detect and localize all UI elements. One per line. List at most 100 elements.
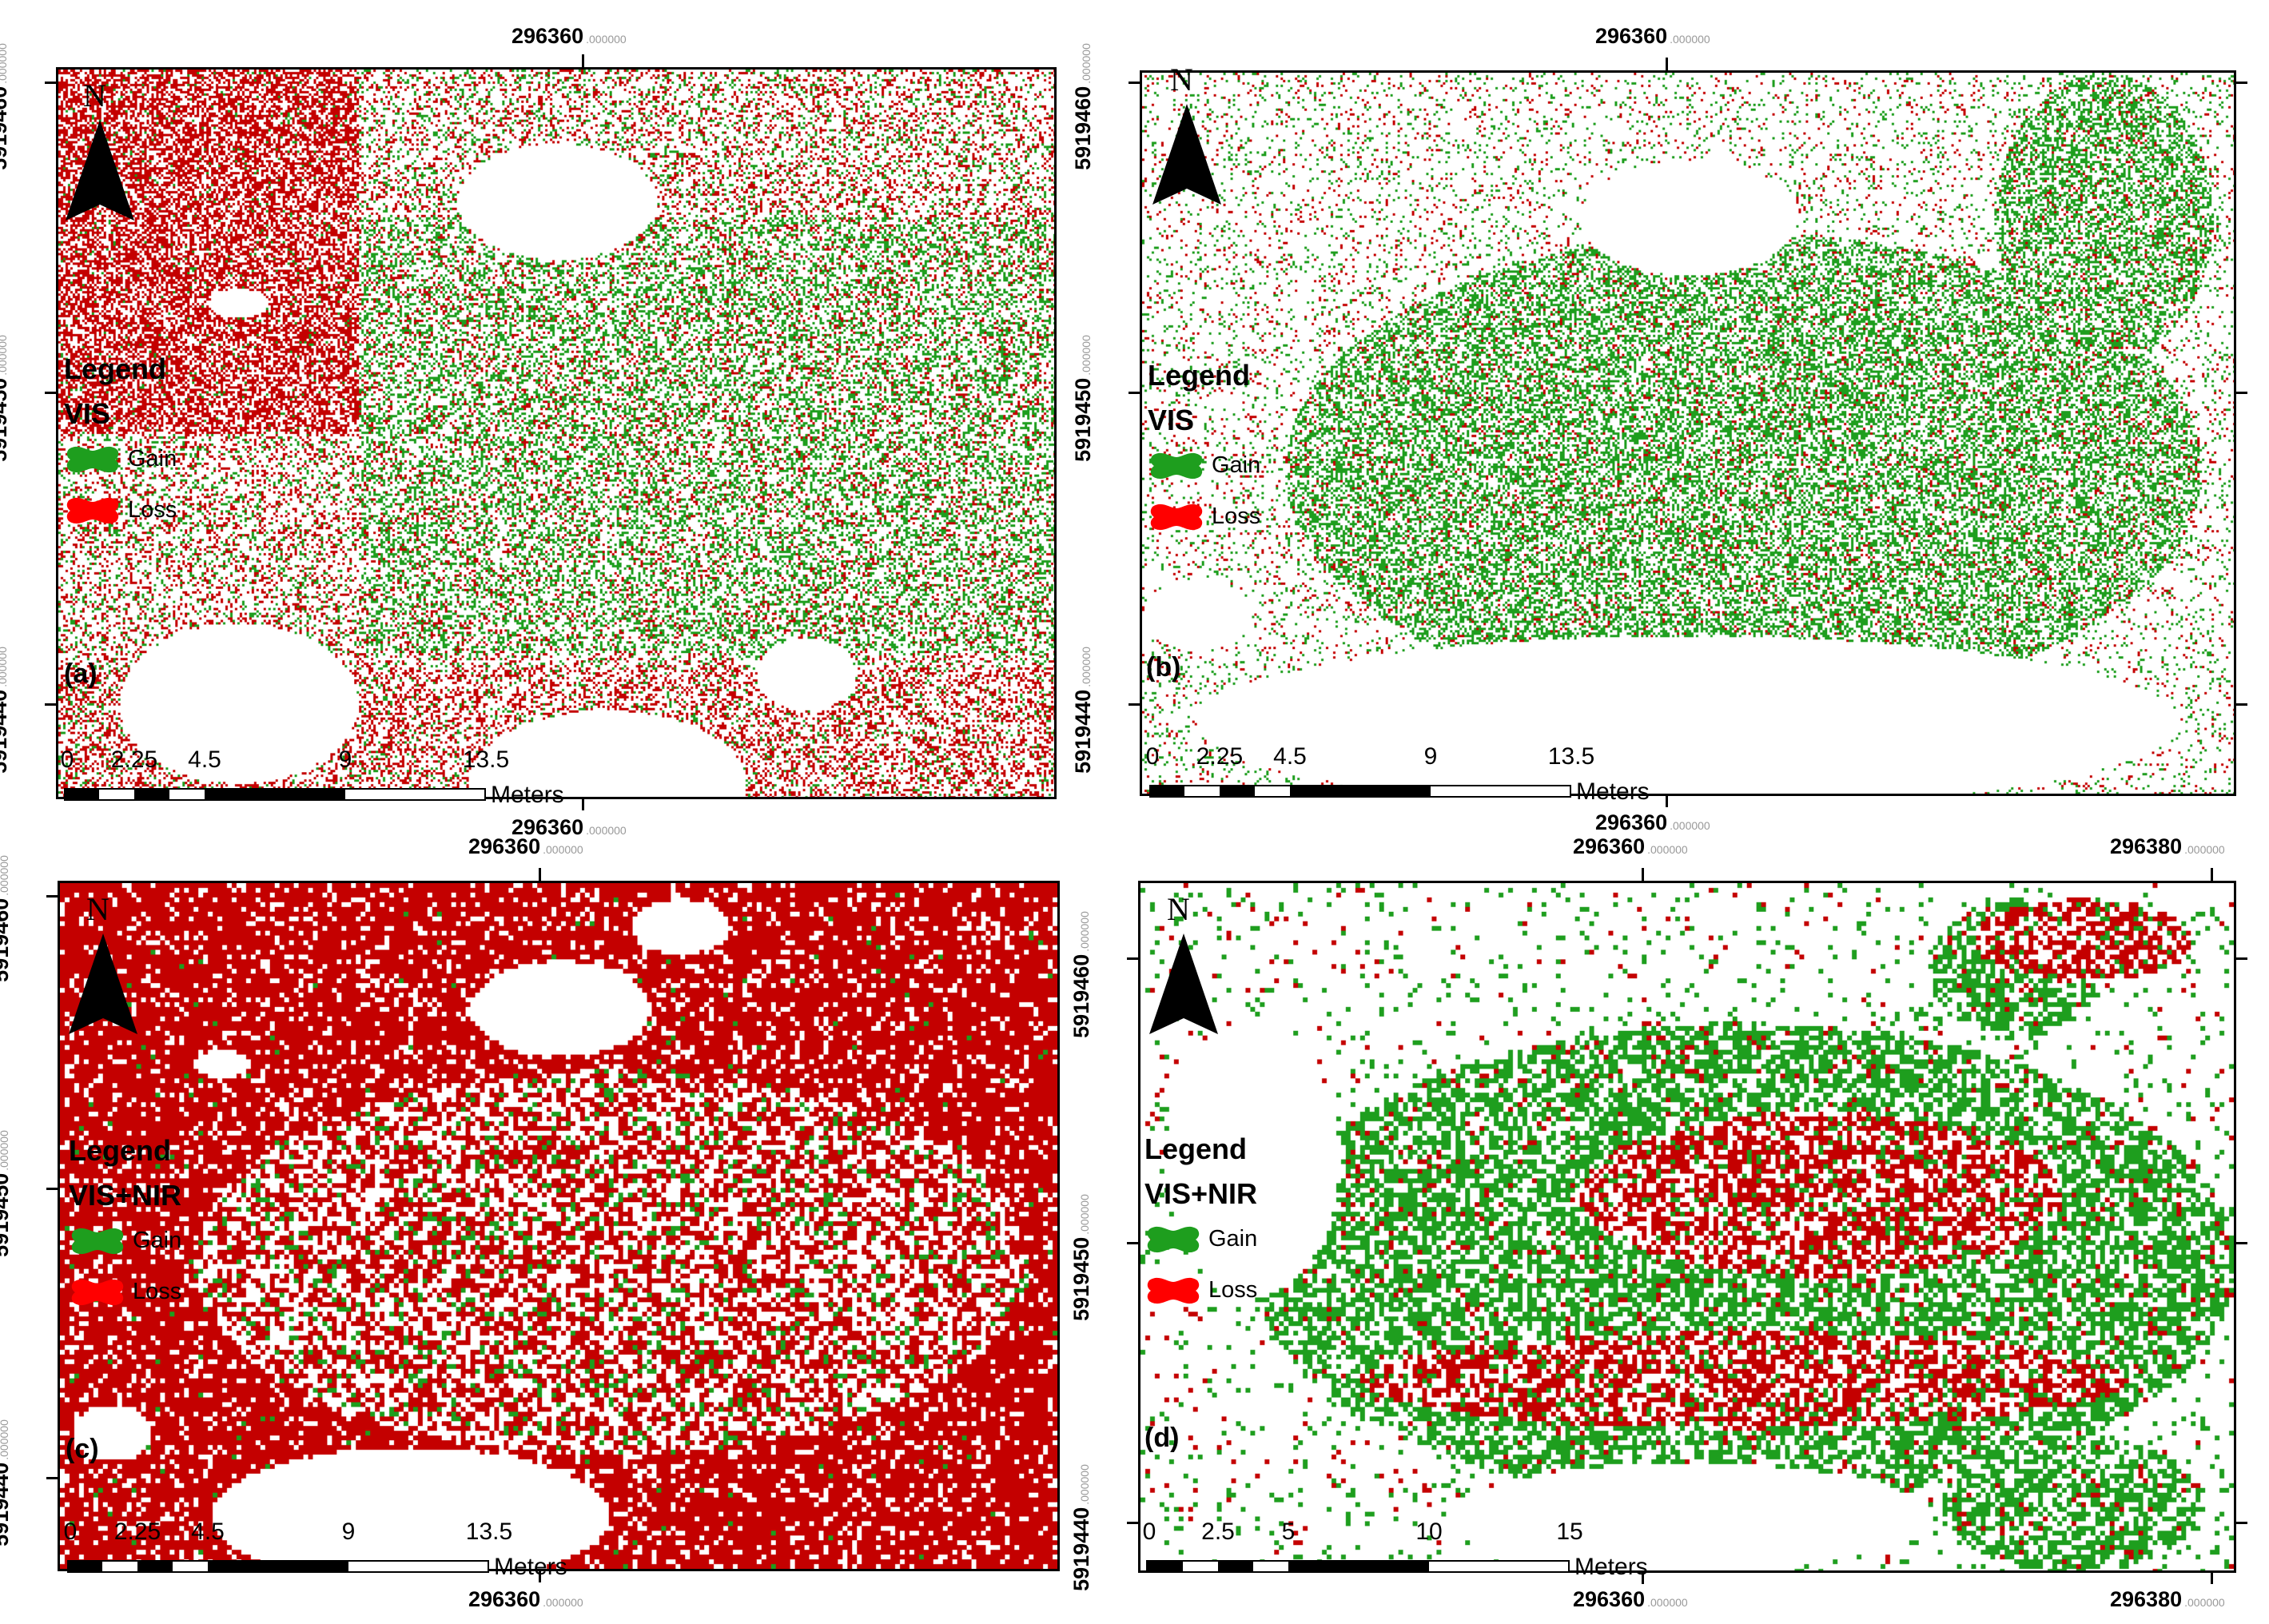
change-raster <box>1142 73 2234 794</box>
north-arrow: N <box>67 894 139 1037</box>
x-coord-bottom: 296360.000000 <box>512 815 627 839</box>
y-coord: 5919440.000000 <box>1070 647 1095 774</box>
gain-swatch-icon <box>71 1228 124 1255</box>
scale-label: 4.5 <box>191 1519 225 1545</box>
change-raster <box>1140 883 2234 1570</box>
gain-swatch-icon <box>1147 1226 1200 1253</box>
north-label: N <box>86 891 109 927</box>
panel-label: (d) <box>1144 1423 1180 1453</box>
change-raster <box>60 883 1057 1569</box>
scale-bar-graphic <box>1149 785 1571 798</box>
y-coord: 5919460.000000 <box>0 855 13 982</box>
y-coord: 5919440.000000 <box>0 1419 13 1546</box>
scale-label: 2.25 <box>1196 743 1244 770</box>
x-coord-bottom-2: 296380.000000 <box>2110 1587 2225 1611</box>
legend-title: Legend <box>1148 359 1251 392</box>
legend-band: VIS+NIR <box>69 1179 182 1212</box>
legend-item-gain: Gain <box>1144 1220 1336 1260</box>
change-raster <box>58 70 1054 797</box>
scale-label: 4.5 <box>1273 743 1307 770</box>
north-label: N <box>1167 891 1190 927</box>
x-coord-bottom: 296360.000000 <box>468 1587 583 1611</box>
y-coord: 5919460.000000 <box>1069 911 1093 1038</box>
legend: Legend VIS Gain Loss <box>64 355 256 531</box>
scale-label: 0 <box>1145 743 1160 770</box>
x-coord-top-2: 296380.000000 <box>2110 834 2225 858</box>
scale-bar: 0 2.5 5 10 15 Meters <box>1142 1519 1648 1590</box>
legend-loss-label: Loss <box>1208 1277 1258 1303</box>
x-coord-bottom: 296360.000000 <box>1573 1587 1688 1611</box>
legend: Legend VIS+NIR Gain Loss <box>1144 1135 1336 1311</box>
panel-label: (a) <box>64 659 98 689</box>
north-arrow: N <box>64 80 136 224</box>
y-coord: 5919440.000000 <box>0 647 11 774</box>
scale-label: 9 <box>1423 743 1438 770</box>
scale-bar-graphic <box>67 1560 489 1573</box>
scale-label: 13.5 <box>1547 743 1595 770</box>
scale-label: 13.5 <box>465 1519 513 1545</box>
legend-item-gain: Gain <box>64 440 256 480</box>
scale-label: 5 <box>1281 1519 1296 1545</box>
scale-label: 2.5 <box>1201 1519 1235 1545</box>
legend-loss-label: Loss <box>133 1279 182 1304</box>
legend-title: Legend <box>64 352 167 385</box>
scale-bar-graphic <box>64 788 486 801</box>
x-coord-top: 296360.000000 <box>512 24 627 48</box>
scale-bar: 0 2.25 4.5 9 13.5 Meters <box>60 746 564 818</box>
legend-item-gain: Gain <box>1148 446 1340 486</box>
gain-swatch-icon <box>66 446 119 473</box>
legend-gain-label: Gain <box>1212 452 1261 478</box>
north-label: N <box>1170 62 1193 98</box>
y-coord: 5919450.000000 <box>1069 1194 1093 1321</box>
legend-title: Legend <box>69 1134 172 1167</box>
y-coord: 5919450.000000 <box>1070 335 1095 462</box>
scale-bar: 0 2.25 4.5 9 13.5 Meters <box>1145 743 1650 815</box>
scale-label: 9 <box>341 1519 356 1545</box>
north-arrow-icon <box>66 120 134 221</box>
north-arrow-icon <box>1149 933 1218 1034</box>
legend-gain-label: Gain <box>1208 1226 1258 1252</box>
loss-swatch-icon <box>71 1279 124 1306</box>
map-frame <box>56 67 1057 799</box>
y-coord: 5919450.000000 <box>0 335 11 462</box>
legend-loss-label: Loss <box>1212 504 1261 529</box>
gain-swatch-icon <box>1150 452 1203 480</box>
legend-item-loss: Loss <box>1148 497 1340 537</box>
y-coord: 5919440.000000 <box>1069 1464 1093 1591</box>
scale-label: 9 <box>338 746 352 773</box>
north-label: N <box>83 78 106 113</box>
scale-label: 13.5 <box>462 746 510 773</box>
legend-item-loss: Loss <box>69 1272 261 1312</box>
scale-unit: Meters <box>494 1554 567 1580</box>
scale-bar-graphic <box>1146 1560 1570 1573</box>
panel-label: (b) <box>1146 652 1181 683</box>
x-coord-top: 296360.000000 <box>468 834 583 858</box>
legend: Legend VIS Gain Loss <box>1148 361 1340 537</box>
legend-title: Legend <box>1144 1132 1248 1165</box>
legend-item-loss: Loss <box>64 491 256 531</box>
legend-loss-label: Loss <box>128 497 177 523</box>
legend-band: VIS <box>64 397 111 430</box>
map-frame <box>1140 70 2236 796</box>
panel-label: (c) <box>66 1434 99 1464</box>
north-arrow: N <box>1151 64 1223 208</box>
loss-swatch-icon <box>66 497 119 524</box>
y-coord: 5919450.000000 <box>0 1130 13 1257</box>
legend-gain-label: Gain <box>133 1228 182 1253</box>
scale-label: 4.5 <box>188 746 221 773</box>
scale-bar: 0 2.25 4.5 9 13.5 Meters <box>63 1519 567 1590</box>
x-coord-top: 296360.000000 <box>1595 24 1710 48</box>
x-coord-top: 296360.000000 <box>1573 834 1688 858</box>
scale-label: 0 <box>1142 1519 1156 1545</box>
scale-unit: Meters <box>1574 1554 1648 1580</box>
scale-label: 15 <box>1556 1519 1583 1545</box>
north-arrow-icon <box>69 933 137 1034</box>
loss-swatch-icon <box>1150 504 1203 531</box>
scale-label: 0 <box>60 746 74 773</box>
scale-unit: Meters <box>1576 778 1650 805</box>
scale-label: 0 <box>63 1519 78 1545</box>
scale-label: 10 <box>1415 1519 1443 1545</box>
map-frame <box>1138 881 2236 1573</box>
north-arrow: N <box>1148 894 1220 1037</box>
loss-swatch-icon <box>1147 1277 1200 1304</box>
